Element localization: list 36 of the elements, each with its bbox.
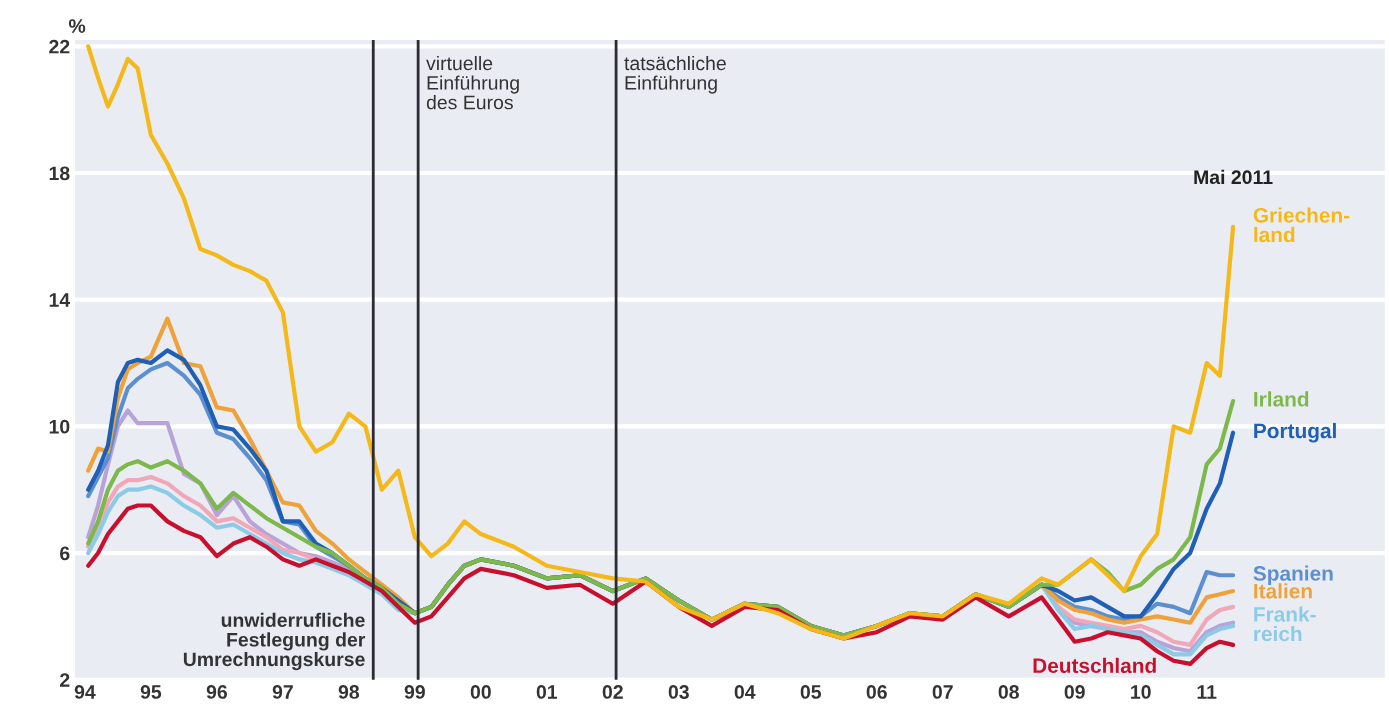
annotation: Mai 2011 [1194, 169, 1273, 185]
series-label: Deutschland [1033, 657, 1156, 674]
x-tick-label: 08 [998, 685, 1019, 699]
y-tick-label: 22 [49, 39, 70, 54]
series-label: Griechen- land [1253, 207, 1350, 243]
x-tick-label: 11 [1197, 685, 1217, 699]
y-tick-label: 2 [60, 673, 70, 687]
series-label: Italien [1254, 583, 1312, 599]
x-tick-label: 04 [734, 685, 756, 699]
x-tick-label: 07 [932, 685, 953, 699]
series-label: Portugal [1254, 422, 1336, 443]
y-tick-label: 6 [60, 546, 70, 561]
ref-line-label: virtuelle Einführung des Euros [426, 55, 519, 110]
x-tick-label: 10 [1131, 685, 1151, 699]
x-tick-label: 01 [536, 685, 558, 699]
series-label: Spanien [1253, 565, 1333, 585]
x-tick-label: 03 [668, 685, 689, 699]
x-tick-label: 98 [338, 685, 360, 699]
y-axis-title: % [68, 19, 86, 33]
y-tick-label: 14 [49, 293, 71, 307]
x-tick-label: 00 [470, 685, 491, 699]
x-tick-label: 97 [272, 685, 293, 699]
x-tick-label: 96 [206, 685, 227, 699]
y-tick-label: 10 [49, 419, 70, 434]
x-tick-label: 06 [866, 685, 887, 699]
x-tick-label: 05 [800, 685, 822, 699]
x-tick-label: 02 [602, 685, 623, 699]
ref-line-label: tatsächliche Einführung [624, 55, 726, 94]
x-tick-label: 95 [140, 685, 162, 699]
x-tick-label: 09 [1064, 685, 1085, 699]
series-label: Frank- reich [1254, 606, 1316, 642]
x-tick-label: 94 [74, 685, 96, 699]
ref-line-label: unwiderrufliche Festlegung der Umrechnungskurse [183, 612, 366, 671]
series-label: Irland [1254, 391, 1309, 407]
y-tick-label: 18 [49, 166, 70, 181]
x-tick-label: 99 [404, 685, 425, 699]
